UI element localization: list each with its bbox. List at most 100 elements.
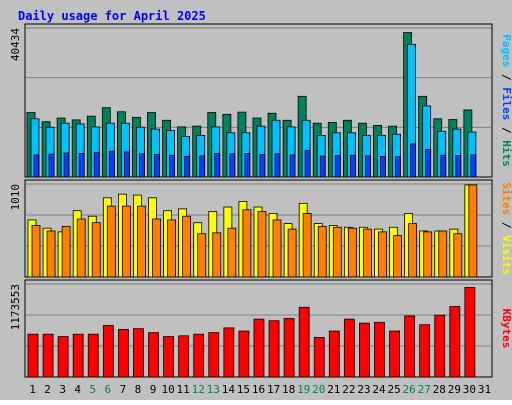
bar-pages-day-11 [184, 155, 191, 178]
bar-pages-day-25 [395, 156, 401, 178]
legend-part: Pages [500, 34, 512, 67]
bar-sites-day-26 [408, 223, 418, 278]
x-tick-label-30: 30 [463, 383, 476, 396]
bar-sites-day-1 [31, 225, 41, 278]
x-tick-label-2: 2 [44, 383, 51, 396]
bar-pages-day-12 [199, 155, 206, 178]
bar-pages-day-27 [425, 148, 432, 178]
x-tick-label-26: 26 [403, 383, 416, 396]
x-tick-label-13: 13 [207, 383, 220, 396]
bar-pages-day-17 [274, 153, 281, 178]
bar-kbytes-day-16 [253, 318, 265, 378]
x-tick-label-3: 3 [59, 383, 66, 396]
x-tick-label-4: 4 [74, 383, 81, 396]
bar-pages-day-6 [108, 150, 115, 178]
bar-sites-day-19 [302, 213, 312, 278]
bar-pages-day-14 [229, 153, 236, 178]
x-tick-label-23: 23 [357, 383, 370, 396]
chart-panels: 40434 Pages / Files / Hits 1010 Sites / Vis… [9, 23, 512, 378]
bar-sites-day-20 [317, 225, 327, 278]
bar-pages-day-21 [334, 155, 341, 178]
bar-sites-day-14 [227, 227, 237, 278]
bar-kbytes-day-21 [328, 330, 340, 378]
bar-pages-day-23 [365, 155, 371, 178]
bar-pages-day-2 [48, 153, 55, 178]
legend-part: / [500, 120, 512, 140]
bar-pages-day-8 [139, 153, 145, 178]
bar-kbytes-day-30 [464, 287, 476, 378]
bar-kbytes-day-25 [389, 330, 400, 378]
bar-sites-day-24 [378, 231, 387, 278]
x-tick-label-28: 28 [433, 383, 446, 396]
bar-pages-day-29 [455, 155, 462, 178]
x-tick-label-22: 22 [342, 383, 355, 396]
bar-pages-day-10 [169, 154, 175, 178]
bar-pages-day-7 [123, 151, 130, 178]
bar-pages-day-20 [319, 155, 326, 178]
bar-kbytes-day-11 [178, 335, 190, 378]
bar-kbytes-day-22 [343, 318, 355, 378]
bar-sites-day-13 [212, 232, 222, 278]
legend-part: Hits [500, 140, 512, 167]
bar-sites-day-28 [438, 230, 448, 278]
legend-part: Visits [500, 235, 512, 275]
bar-kbytes-day-15 [238, 330, 250, 378]
x-tick-label-24: 24 [372, 383, 386, 396]
bar-kbytes-day-12 [193, 333, 205, 378]
chart-panel-2: 1010 Sites / Visits [9, 179, 512, 278]
bar-pages-day-22 [349, 154, 356, 178]
bar-kbytes-day-8 [133, 328, 144, 378]
bar-kbytes-day-29 [449, 306, 461, 378]
bar-sites-day-12 [197, 233, 207, 278]
bar-kbytes-day-26 [404, 315, 416, 378]
bar-kbytes-day-10 [163, 336, 174, 378]
chart-title: Daily usage for April 2025 [18, 9, 206, 23]
bar-kbytes-day-14 [223, 327, 235, 378]
bar-kbytes-day-2 [42, 333, 54, 378]
bar-pages-day-26 [410, 143, 417, 178]
bar-pages-day-9 [154, 154, 160, 178]
legend-part: / [500, 215, 512, 235]
x-tick-label-10: 10 [161, 383, 174, 396]
x-tick-label-15: 15 [237, 383, 250, 396]
x-tick-label-18: 18 [282, 383, 295, 396]
bar-sites-day-7 [121, 205, 131, 278]
bar-kbytes-day-17 [268, 320, 280, 378]
bar-sites-day-27 [423, 231, 433, 278]
bar-sites-day-2 [46, 230, 56, 278]
x-tick-label-6: 6 [105, 383, 112, 396]
chart-panel-3: 1173553 KBytes [9, 279, 512, 378]
bar-kbytes-day-24 [374, 321, 385, 378]
x-tick-label-19: 19 [297, 383, 310, 396]
y-max-label: 1010 [9, 184, 22, 211]
bar-pages-day-5 [93, 152, 100, 178]
bar-kbytes-day-18 [283, 317, 295, 378]
bar-sites-day-16 [257, 211, 267, 278]
bar-sites-day-11 [182, 215, 192, 278]
bar-sites-day-29 [453, 233, 463, 278]
bar-kbytes-day-3 [57, 336, 69, 378]
bar-kbytes-day-23 [359, 322, 370, 378]
x-axis-labels: 1 2 3 4 5 6 7 8 9 10 11 12 13 14 15 16 17 18 19 20 21 22 23 24 2… [29, 383, 491, 396]
bar-sites-day-25 [393, 235, 402, 278]
bar-pages-day-4 [78, 153, 85, 178]
bar-sites-day-5 [91, 222, 101, 278]
x-tick-label-11: 11 [177, 383, 190, 396]
bar-sites-day-8 [137, 205, 146, 278]
x-tick-label-25: 25 [387, 383, 400, 396]
bar-pages-day-30 [470, 154, 477, 178]
bar-sites-day-3 [61, 225, 71, 278]
x-tick-label-20: 20 [312, 383, 325, 396]
x-tick-label-29: 29 [448, 383, 461, 396]
bar-kbytes-day-9 [148, 332, 159, 378]
bar-sites-day-9 [152, 218, 161, 278]
bar-sites-day-30 [468, 184, 478, 278]
bar-pages-day-15 [244, 153, 251, 178]
x-tick-label-5: 5 [89, 383, 96, 396]
bar-sites-day-4 [76, 218, 86, 278]
bar-pages-day-19 [304, 150, 311, 178]
bar-pages-day-24 [380, 155, 386, 178]
x-tick-label-7: 7 [120, 383, 127, 396]
bar-kbytes-day-27 [419, 324, 431, 378]
